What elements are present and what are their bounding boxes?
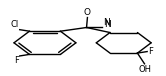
Text: N: N [103,18,110,27]
Text: OH: OH [138,65,151,74]
Text: O: O [84,8,91,17]
Text: F: F [148,47,153,56]
Text: N: N [104,20,111,29]
Text: F: F [14,56,19,65]
Text: Cl: Cl [11,20,19,29]
